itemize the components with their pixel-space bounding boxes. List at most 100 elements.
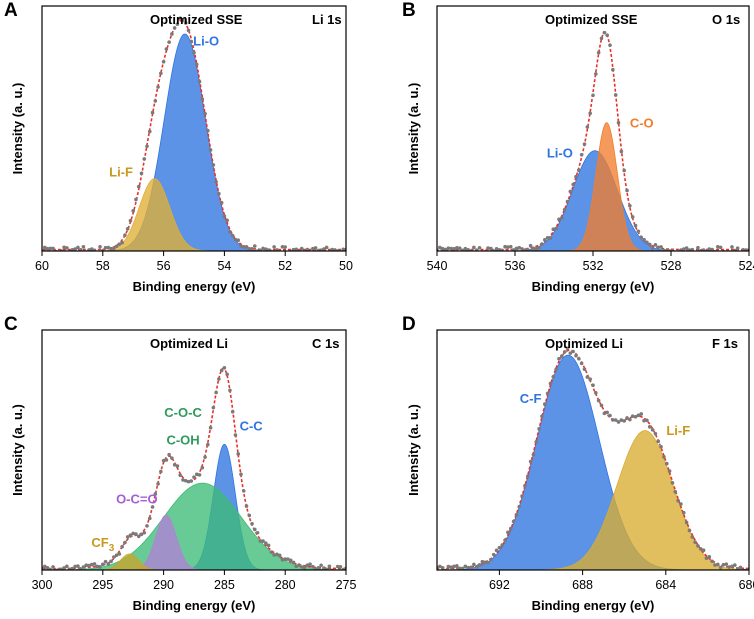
- peak-annotation: C-OH: [166, 432, 199, 447]
- data-point: [222, 214, 227, 219]
- peak-annotation: Li-O: [193, 34, 219, 49]
- data-point: [59, 567, 64, 570]
- data-point: [440, 566, 445, 570]
- data-point: [167, 40, 171, 44]
- data-point: [585, 375, 590, 379]
- data-point: [203, 455, 207, 459]
- data-point: [128, 218, 133, 223]
- data-point: [313, 567, 318, 570]
- data-point: [275, 552, 279, 557]
- y-axis-label: Intensity (a. u.): [10, 404, 25, 496]
- data-point: [244, 504, 249, 508]
- panel-label: D: [402, 314, 416, 335]
- data-point: [89, 247, 94, 251]
- data-point: [523, 483, 527, 488]
- data-point: [562, 207, 567, 212]
- data-point: [656, 245, 661, 250]
- data-point: [73, 247, 77, 251]
- fit-envelope: [42, 367, 346, 570]
- data-point: [596, 398, 601, 403]
- x-tick-label: 50: [339, 259, 353, 273]
- data-point: [591, 93, 595, 98]
- data-point: [594, 391, 598, 395]
- peak-annotation: C-O-C: [164, 405, 202, 420]
- data-point: [219, 200, 224, 205]
- data-point: [588, 377, 592, 382]
- data-point: [51, 246, 55, 251]
- panel-c: 300 295 290 285 280 275 C Optimized Li C 1s Bindi…: [4, 314, 356, 613]
- data-point: [253, 244, 257, 248]
- x-tick-label: 300: [32, 578, 53, 592]
- x-tick-label: 528: [661, 259, 682, 273]
- data-point: [517, 504, 522, 509]
- data-point: [619, 149, 624, 154]
- data-point: [565, 199, 570, 204]
- chart-title: Optimized SSE: [150, 12, 243, 27]
- x-tick-label: 56: [157, 259, 171, 273]
- peak-annotation: CF3: [91, 535, 114, 554]
- data-point: [203, 111, 207, 116]
- data-point: [247, 513, 252, 518]
- data-point: [528, 459, 533, 464]
- data-point: [327, 564, 332, 569]
- data-point: [611, 67, 615, 72]
- data-point: [642, 237, 646, 242]
- data-point: [211, 405, 216, 410]
- plot-area: [42, 366, 346, 570]
- data-point: [574, 353, 578, 358]
- data-point: [594, 72, 598, 76]
- data-point: [710, 247, 714, 251]
- data-point: [446, 246, 451, 250]
- data-point: [311, 246, 315, 251]
- data-point: [76, 245, 80, 250]
- data-point: [288, 558, 293, 563]
- data-point: [319, 563, 323, 568]
- data-point: [333, 248, 337, 251]
- data-point: [264, 247, 268, 251]
- data-point: [178, 16, 182, 20]
- data-point: [153, 99, 158, 103]
- data-point: [277, 553, 282, 558]
- data-point: [577, 168, 581, 173]
- data-point: [469, 565, 473, 570]
- data-point: [183, 478, 188, 483]
- data-point: [438, 245, 442, 250]
- data-point: [716, 562, 720, 567]
- data-point: [136, 534, 141, 539]
- data-point: [322, 566, 326, 570]
- data-point: [622, 168, 626, 173]
- panel-label: C: [4, 314, 18, 335]
- data-point: [170, 456, 174, 460]
- data-point: [452, 247, 456, 251]
- data-point: [537, 245, 541, 250]
- data-point: [159, 469, 163, 474]
- data-point: [341, 247, 346, 251]
- data-point: [189, 39, 194, 44]
- data-point: [92, 562, 97, 566]
- data-point: [551, 227, 556, 232]
- data-point: [54, 249, 58, 251]
- data-point: [520, 494, 524, 498]
- data-point: [443, 247, 448, 251]
- x-tick-label: 54: [217, 259, 231, 273]
- data-point: [605, 410, 609, 415]
- x-tick-label: 524: [739, 259, 754, 273]
- peak-annotation: Li-O: [547, 146, 573, 161]
- data-point: [136, 184, 141, 189]
- data-point: [244, 244, 249, 249]
- data-point: [297, 249, 301, 251]
- data-point: [241, 489, 246, 493]
- data-point: [178, 473, 182, 478]
- data-point: [452, 564, 456, 569]
- plot-frame: [41, 5, 347, 252]
- plot-area: [42, 16, 346, 251]
- data-point: [611, 418, 615, 422]
- data-point: [579, 152, 584, 157]
- data-point: [494, 247, 499, 251]
- data-point: [186, 479, 191, 484]
- data-point: [120, 544, 124, 549]
- data-point: [214, 180, 218, 184]
- data-point: [628, 204, 632, 208]
- x-tick-label: 532: [583, 259, 604, 273]
